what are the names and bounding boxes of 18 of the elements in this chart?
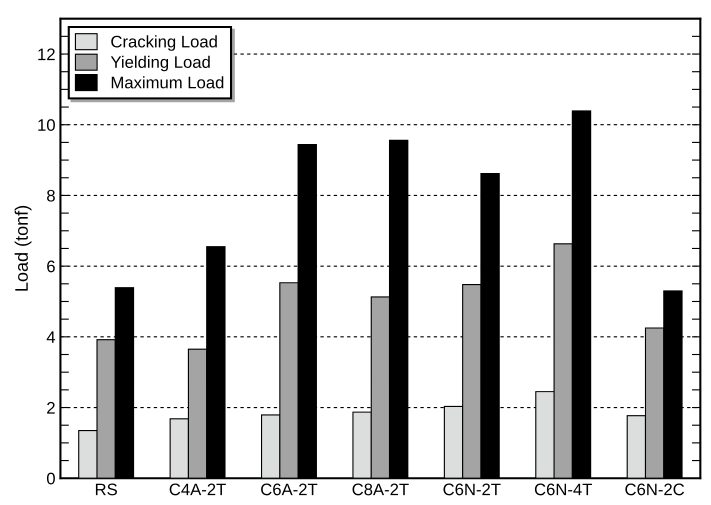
y-tick-label: 2 xyxy=(47,402,55,414)
y-tick-label: 8 xyxy=(47,190,55,202)
x-tick-label: C6A-2T xyxy=(261,484,318,496)
legend-label: Yielding Load xyxy=(110,56,210,72)
x-tick-label: C8A-2T xyxy=(352,484,409,496)
y-tick-label: 0 xyxy=(46,472,55,484)
x-tick-label: C6N-2T xyxy=(443,484,501,496)
y-tick-label: 10 xyxy=(38,119,55,131)
x-tick-label: RS xyxy=(96,484,117,496)
legend-label: Maximum Load xyxy=(112,76,224,88)
y-axis-title: Load (tonf) xyxy=(14,206,32,291)
legend-label: Cracking Load xyxy=(111,35,217,51)
x-tick-label: C4A-2T xyxy=(170,484,226,496)
x-tick-label: C6N-2C xyxy=(625,484,684,496)
y-tick-label: 4 xyxy=(46,331,56,343)
y-tick-label: 6 xyxy=(47,260,55,272)
x-tick-label: C6N-4T xyxy=(534,484,592,496)
y-tick-label: 12 xyxy=(38,48,55,60)
